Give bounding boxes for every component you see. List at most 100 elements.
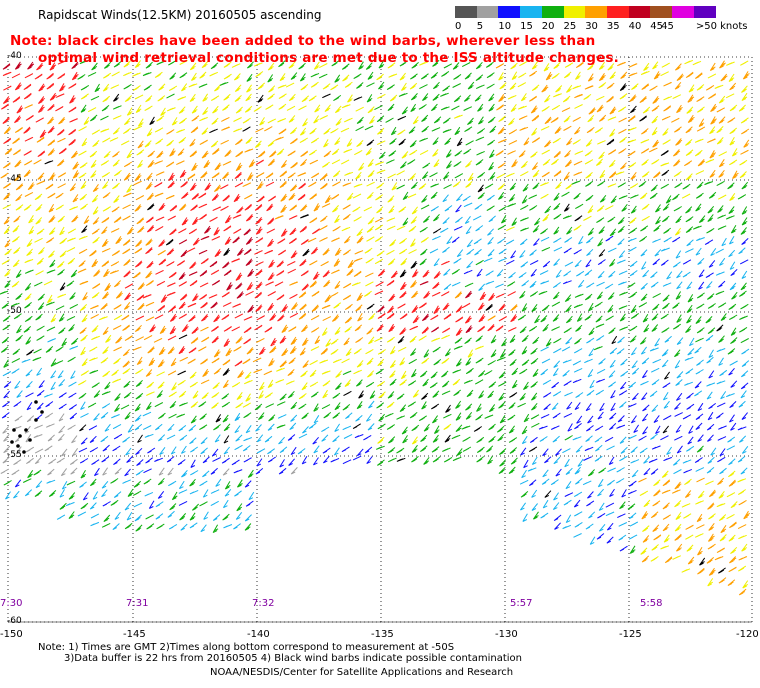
wind-barb [267, 448, 275, 455]
wind-barb [451, 105, 460, 111]
wind-barb [573, 367, 583, 373]
wind-barb [268, 259, 275, 268]
wind-barb [377, 305, 385, 313]
wind-barb [550, 479, 559, 486]
wind-barb [325, 338, 332, 347]
wind-barb [312, 271, 320, 280]
wind-barb [202, 107, 209, 115]
wind-barb [726, 513, 735, 520]
wind-barb [15, 293, 23, 300]
wind-barb [595, 323, 605, 328]
wind-barb [641, 392, 648, 401]
wind-barb [475, 84, 485, 90]
wind-barb [234, 313, 244, 319]
wind-barb [67, 228, 77, 234]
wind-barb [112, 115, 122, 120]
wind-barb [209, 260, 218, 268]
wind-barb [113, 93, 120, 102]
wind-barb [563, 203, 570, 212]
wind-barb [36, 402, 44, 410]
wind-barb [300, 84, 309, 91]
wind-barb [68, 404, 77, 411]
wind-barb [376, 459, 385, 466]
wind-barb [621, 203, 628, 212]
wind-barb [595, 315, 603, 323]
wind-barb [344, 326, 353, 333]
wind-barb [740, 117, 749, 124]
wind-barb [358, 61, 364, 70]
wind-barb [508, 437, 518, 443]
wind-barb [87, 402, 97, 408]
wind-barb [308, 95, 317, 102]
wind-barb [43, 280, 53, 286]
wind-barb [717, 225, 727, 230]
wind-barb [542, 499, 549, 509]
wind-barb [629, 545, 636, 554]
wind-barb [705, 316, 713, 324]
wind-barb [268, 85, 276, 93]
wind-barb [255, 424, 262, 432]
wind-barb [122, 215, 131, 221]
legend-swatch [650, 6, 673, 18]
wind-barb [433, 425, 440, 434]
wind-barb [466, 248, 475, 256]
wind-barb [319, 215, 328, 223]
wind-barb [232, 303, 241, 308]
wind-barb [133, 180, 142, 186]
wind-barb [61, 481, 68, 490]
legend-swatch [563, 6, 586, 18]
wind-barb [376, 182, 385, 189]
wind-barb [609, 359, 616, 368]
wind-barb [346, 192, 354, 201]
wind-barb [517, 314, 526, 321]
wind-barb [487, 116, 496, 124]
wind-barb [309, 159, 319, 165]
wind-barb [532, 511, 539, 520]
wind-barb [440, 106, 450, 111]
wind-barb [0, 290, 9, 295]
wind-barb [706, 382, 716, 387]
wind-barb [673, 170, 682, 178]
wind-barb [488, 103, 495, 112]
wind-barb [731, 291, 738, 300]
wind-barb [401, 151, 409, 159]
wind-barb [4, 248, 12, 256]
wind-barb [319, 115, 328, 120]
wind-barb [179, 117, 187, 124]
wind-barb [221, 314, 230, 321]
wind-barb [342, 425, 352, 431]
wind-barb [564, 261, 574, 267]
wind-barb [91, 62, 98, 71]
wind-barb [454, 173, 464, 179]
wind-barb [70, 150, 79, 159]
wind-barb [157, 477, 165, 486]
wind-barb [235, 106, 243, 114]
wind-barb [55, 204, 64, 211]
wind-barb [552, 281, 561, 289]
wind-barb [530, 392, 538, 401]
wind-barb [505, 259, 515, 265]
wind-barb [178, 425, 187, 432]
wind-barb [467, 172, 474, 182]
wind-barb [737, 524, 747, 530]
wind-barb [15, 194, 23, 202]
wind-barb [652, 61, 659, 70]
wind-barb [594, 455, 603, 462]
wind-barb [642, 426, 649, 435]
wind-barb [532, 368, 539, 377]
wind-barb [685, 248, 694, 254]
wind-barb [562, 280, 572, 285]
wind-barb [91, 129, 101, 135]
wind-barb [707, 138, 716, 144]
wind-barb [61, 337, 68, 347]
wind-barb [643, 324, 650, 333]
wind-barb [301, 95, 310, 103]
wind-barb [531, 503, 538, 511]
wind-barb [36, 136, 45, 143]
wind-barb [68, 83, 77, 89]
wind-barb [334, 423, 341, 432]
wind-barb [298, 403, 307, 410]
wind-barb [243, 326, 252, 334]
wind-barb [631, 83, 639, 90]
wind-barb [231, 326, 241, 332]
